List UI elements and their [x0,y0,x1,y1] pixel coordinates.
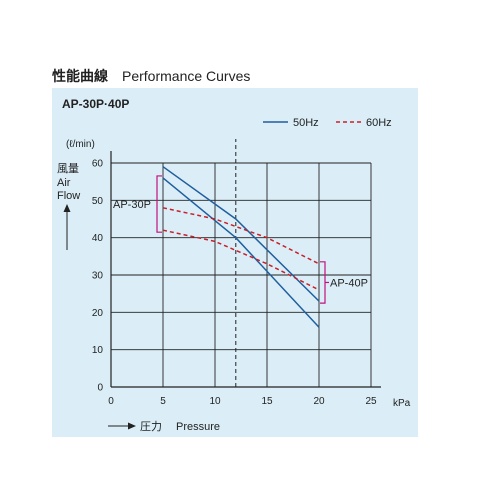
x-tick-label: 5 [160,396,166,407]
y-tick-label: 40 [92,233,104,244]
bracket-ap-40p [320,261,326,304]
legend-50hz-label: 50Hz [293,117,319,129]
page-heading: 性能曲線 Performance Curves [52,66,250,86]
chart-title: AP-30P·40P [62,97,129,111]
x-arrow-icon [128,422,136,430]
bracket-ap-30p-label: AP-30P [113,199,151,211]
y-label-air: Air [57,177,71,189]
y-arrow-icon [63,204,71,212]
x-label-jp: 圧力 [140,420,162,433]
x-tick-label: 10 [209,396,221,407]
heading-en: Performance Curves [122,68,251,84]
heading-jp: 性能曲線 [52,69,108,85]
x-label-en: Pressure [176,421,220,433]
y-tick-label: 50 [92,196,104,207]
bracket-ap-40p-label: AP-40P [330,277,368,289]
y-label-flow: Flow [57,190,80,202]
y-tick-label: 30 [92,271,104,282]
series-ap-40p-50hz [162,166,320,302]
grid [111,162,372,387]
axes: 0 5 10 15 20 25 0 10 20 30 40 50 60 [92,139,381,407]
y-tick-label: 0 [97,383,103,394]
series [162,166,320,328]
legend-60hz-label: 60Hz [366,117,392,129]
x-unit-label: kPa [393,398,411,409]
y-label-jp: 風量 [57,162,79,175]
y-tick-label: 10 [92,345,104,356]
x-tick-label: 25 [365,396,377,407]
x-tick-label: 0 [108,396,114,407]
x-tick-label: 20 [313,396,325,407]
y-tick-label: 20 [92,308,104,319]
annotations: AP-30P AP-40P [113,175,368,304]
y-unit-label: (ℓ/min) [66,139,95,150]
x-tick-label: 15 [261,396,273,407]
series-ap-40p-60hz [162,207,320,265]
chart-panel [52,88,418,437]
bracket-ap-30p [156,175,162,233]
series-ap-30p-50hz [162,177,320,328]
y-tick-label: 60 [92,159,104,170]
series-ap-30p-60hz [162,229,320,291]
